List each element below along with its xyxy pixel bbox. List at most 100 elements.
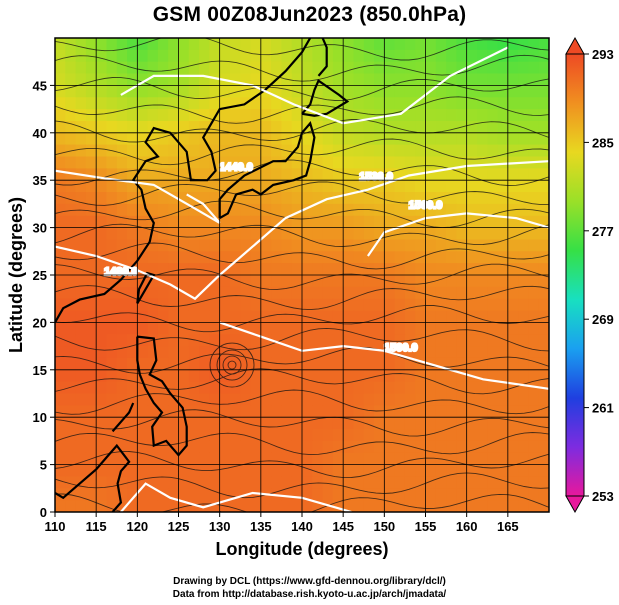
heatmap-cell: [188, 500, 200, 512]
heatmap-cell: [404, 440, 416, 454]
heatmap-cell: [219, 203, 231, 217]
heatmap-cell: [178, 61, 190, 75]
heatmap-cell: [291, 132, 303, 146]
heatmap-cell: [168, 275, 180, 288]
heatmap-cell: [250, 500, 262, 512]
heatmap-cell: [528, 239, 540, 252]
heatmap-cell: [518, 97, 529, 110]
heatmap-cell: [178, 168, 190, 181]
heatmap-cell: [487, 381, 499, 395]
heatmap-cell: [456, 251, 468, 264]
heatmap-cell: [497, 263, 509, 276]
heatmap-cell: [322, 227, 334, 241]
heatmap-cell: [518, 369, 529, 383]
heatmap-cell: [168, 263, 180, 276]
heatmap-cell: [363, 476, 375, 489]
streamline-swirl: [222, 355, 242, 375]
heatmap-cell: [55, 440, 66, 454]
heatmap-cell: [147, 298, 159, 312]
heatmap-cell: [281, 464, 293, 477]
heatmap-cell: [157, 168, 169, 181]
heatmap-cell: [199, 109, 210, 122]
heatmap-cell: [456, 464, 468, 477]
heatmap-cell: [199, 97, 210, 110]
heatmap-cell: [75, 429, 87, 442]
heatmap-cell: [85, 215, 97, 229]
heatmap-cell: [446, 85, 457, 98]
heatmap-cell: [271, 464, 282, 477]
heatmap-cell: [435, 121, 447, 134]
coastline: [218, 121, 316, 220]
heatmap-cell: [85, 97, 97, 110]
heatmap-cell: [137, 500, 149, 512]
heatmap-cell: [209, 369, 221, 383]
heatmap-cell: [374, 440, 385, 454]
heatmap-cell: [528, 393, 540, 406]
heatmap-cell: [230, 61, 241, 75]
heatmap-cell: [415, 275, 427, 288]
streamline-swirl: [227, 360, 237, 370]
heatmap-cell: [466, 251, 478, 264]
heatmap-cell: [466, 298, 478, 312]
heatmap-cell: [65, 346, 77, 359]
heatmap-cell: [106, 334, 118, 347]
heatmap-cell: [363, 357, 375, 371]
heatmap-cell: [230, 310, 241, 323]
heatmap-cell: [497, 369, 509, 383]
heatmap-cell: [394, 476, 406, 489]
heatmap-cell: [188, 61, 200, 75]
heatmap-cell: [137, 381, 149, 395]
heatmap-cell: [487, 85, 499, 98]
y-tick-label: 20: [33, 315, 47, 330]
heatmap-cell: [374, 417, 385, 430]
heatmap-cell: [127, 156, 138, 169]
heatmap-cell: [363, 132, 375, 146]
heatmap-cell: [497, 239, 509, 252]
heatmap-cell: [312, 452, 324, 466]
heatmap-cell: [466, 121, 478, 134]
heatmap-cell: [302, 203, 313, 217]
heatmap-cell: [106, 192, 118, 205]
heatmap-cell: [281, 109, 293, 122]
heatmap-cell: [219, 357, 231, 371]
heatmap-cell: [332, 73, 344, 86]
heatmap-cell: [353, 156, 365, 169]
heatmap-cell: [127, 251, 138, 264]
heatmap-cell: [106, 369, 118, 383]
heatmap-cell: [384, 73, 396, 86]
heatmap-cell: [209, 38, 221, 51]
heatmap-cell: [147, 286, 159, 300]
heatmap-cell: [343, 168, 355, 181]
heatmap-cell: [250, 85, 262, 98]
heatmap-cell: [404, 381, 416, 395]
colorbar-tick-label: 261: [592, 401, 614, 416]
heatmap-cell: [55, 393, 66, 406]
heatmap-cell: [106, 464, 118, 477]
heatmap-cell: [487, 263, 499, 276]
heatmap-cell: [271, 298, 282, 312]
heatmap-cell: [446, 346, 457, 359]
heatmap-cell: [435, 298, 447, 312]
heatmap-cell: [240, 192, 252, 205]
x-tick-label: 130: [209, 519, 231, 534]
heatmap-cell: [188, 488, 200, 501]
heatmap-cell: [271, 144, 282, 158]
heatmap-cell: [137, 369, 149, 383]
heatmap-cell: [538, 369, 549, 383]
heatmap-cell: [394, 488, 406, 501]
heatmap-cell: [291, 73, 303, 86]
heatmap-cell: [55, 97, 66, 110]
heatmap-cell: [446, 263, 457, 276]
heatmap-cell: [477, 203, 488, 217]
heatmap-cell: [487, 109, 499, 122]
heatmap-cell: [55, 298, 66, 312]
heatmap-cell: [435, 476, 447, 489]
heatmap-cell: [260, 322, 272, 335]
heatmap-cell: [291, 192, 303, 205]
heatmap-cell: [137, 346, 149, 359]
heatmap-cell: [65, 476, 77, 489]
heatmap-cell: [178, 488, 190, 501]
heatmap-cell: [302, 286, 313, 300]
heatmap-cell: [85, 346, 97, 359]
heatmap-cell: [188, 393, 200, 406]
